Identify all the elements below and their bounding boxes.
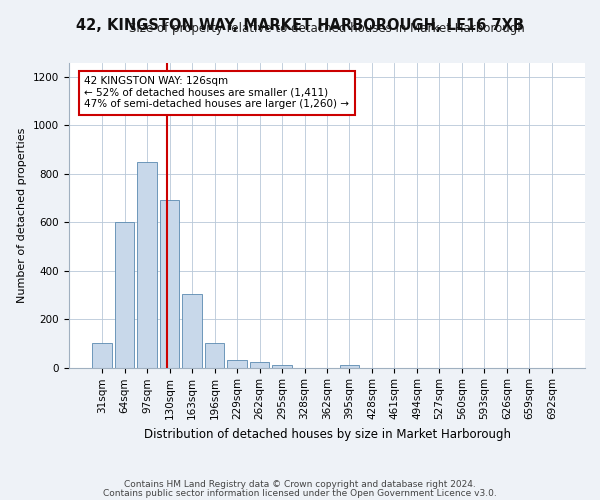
Bar: [92, 344, 112, 367]
Bar: [340, 365, 359, 368]
Text: Contains public sector information licensed under the Open Government Licence v3: Contains public sector information licen…: [103, 488, 497, 498]
Bar: [205, 344, 224, 367]
Text: Contains HM Land Registry data © Crown copyright and database right 2024.: Contains HM Land Registry data © Crown c…: [124, 480, 476, 489]
Bar: [115, 222, 134, 368]
Text: 42 KINGSTON WAY: 126sqm
← 52% of detached houses are smaller (1,411)
47% of semi: 42 KINGSTON WAY: 126sqm ← 52% of detache…: [85, 76, 349, 110]
Text: 42, KINGSTON WAY, MARKET HARBOROUGH, LE16 7XB: 42, KINGSTON WAY, MARKET HARBOROUGH, LE1…: [76, 18, 524, 32]
Bar: [227, 360, 247, 368]
Title: Size of property relative to detached houses in Market Harborough: Size of property relative to detached ho…: [129, 22, 525, 35]
Bar: [182, 294, 202, 368]
Bar: [137, 162, 157, 368]
X-axis label: Distribution of detached houses by size in Market Harborough: Distribution of detached houses by size …: [143, 428, 511, 440]
Bar: [160, 200, 179, 368]
Bar: [250, 362, 269, 368]
Y-axis label: Number of detached properties: Number of detached properties: [17, 128, 28, 302]
Bar: [272, 365, 292, 368]
